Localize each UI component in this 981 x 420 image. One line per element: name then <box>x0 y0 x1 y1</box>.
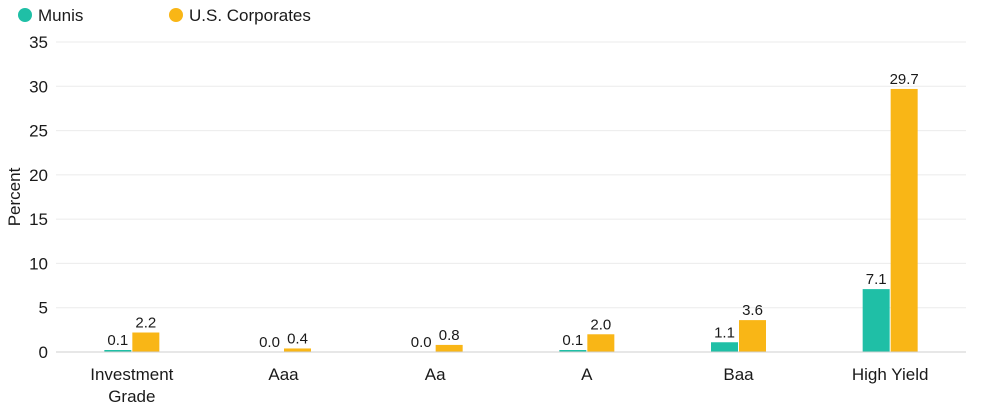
y-tick-label: 0 <box>39 343 48 362</box>
data-label: 1.1 <box>714 324 735 341</box>
data-label: 2.2 <box>135 315 156 332</box>
x-tick-label: Baa <box>723 365 754 384</box>
data-label: 0.1 <box>562 332 583 349</box>
x-tick-label: Investment Grade <box>90 365 173 406</box>
data-label: 0.4 <box>287 330 308 347</box>
data-label: 0.0 <box>259 334 280 351</box>
legend-label: U.S. Corporates <box>189 6 311 25</box>
data-label: 0.8 <box>439 327 460 344</box>
x-tick-label: A <box>581 365 593 384</box>
data-label: 0.1 <box>107 332 128 349</box>
x-axis-ticks: Investment Grade Aaa Aa A Baa High Yield <box>90 365 928 406</box>
y-axis-ticks: 0 5 10 15 20 25 30 35 <box>29 33 48 362</box>
bar <box>711 342 738 352</box>
bar <box>435 344 463 352</box>
legend-item: Munis <box>18 6 83 25</box>
y-tick-label: 30 <box>29 77 48 96</box>
y-tick-label: 5 <box>39 299 48 318</box>
data-label: 2.0 <box>590 316 611 333</box>
legend-item: U.S. Corporates <box>169 6 311 25</box>
legend-label: Munis <box>38 6 83 25</box>
y-tick-label: 25 <box>29 122 48 141</box>
x-tick-label: High Yield <box>852 365 929 384</box>
bar <box>739 320 766 352</box>
value-labels: 0.1 2.2 0.0 0.4 0.0 0.8 0.1 2.0 1.1 3.6 7.1 29.7 <box>107 71 918 351</box>
bars <box>104 88 918 352</box>
y-axis-label: Percent <box>5 167 24 226</box>
x-tick-label: Aa <box>425 365 446 384</box>
legend-marker <box>169 8 183 22</box>
data-label: 3.6 <box>742 302 763 319</box>
bar <box>890 88 918 352</box>
bar <box>132 332 160 352</box>
data-label: 29.7 <box>890 71 919 88</box>
bar <box>559 350 587 352</box>
legend: Munis U.S. Corporates <box>18 6 311 25</box>
y-tick-label: 20 <box>29 166 48 185</box>
y-tick-label: 10 <box>29 254 48 273</box>
y-tick-label: 35 <box>29 33 48 52</box>
bar <box>587 334 615 352</box>
data-label: 0.0 <box>411 334 432 351</box>
bar <box>284 348 311 352</box>
legend-marker <box>18 8 32 22</box>
data-label: 7.1 <box>866 271 887 288</box>
bar <box>862 289 890 352</box>
bar <box>104 350 132 352</box>
x-tick-label: Aaa <box>268 365 299 384</box>
grid-lines <box>56 41 966 309</box>
y-tick-label: 15 <box>29 210 48 229</box>
